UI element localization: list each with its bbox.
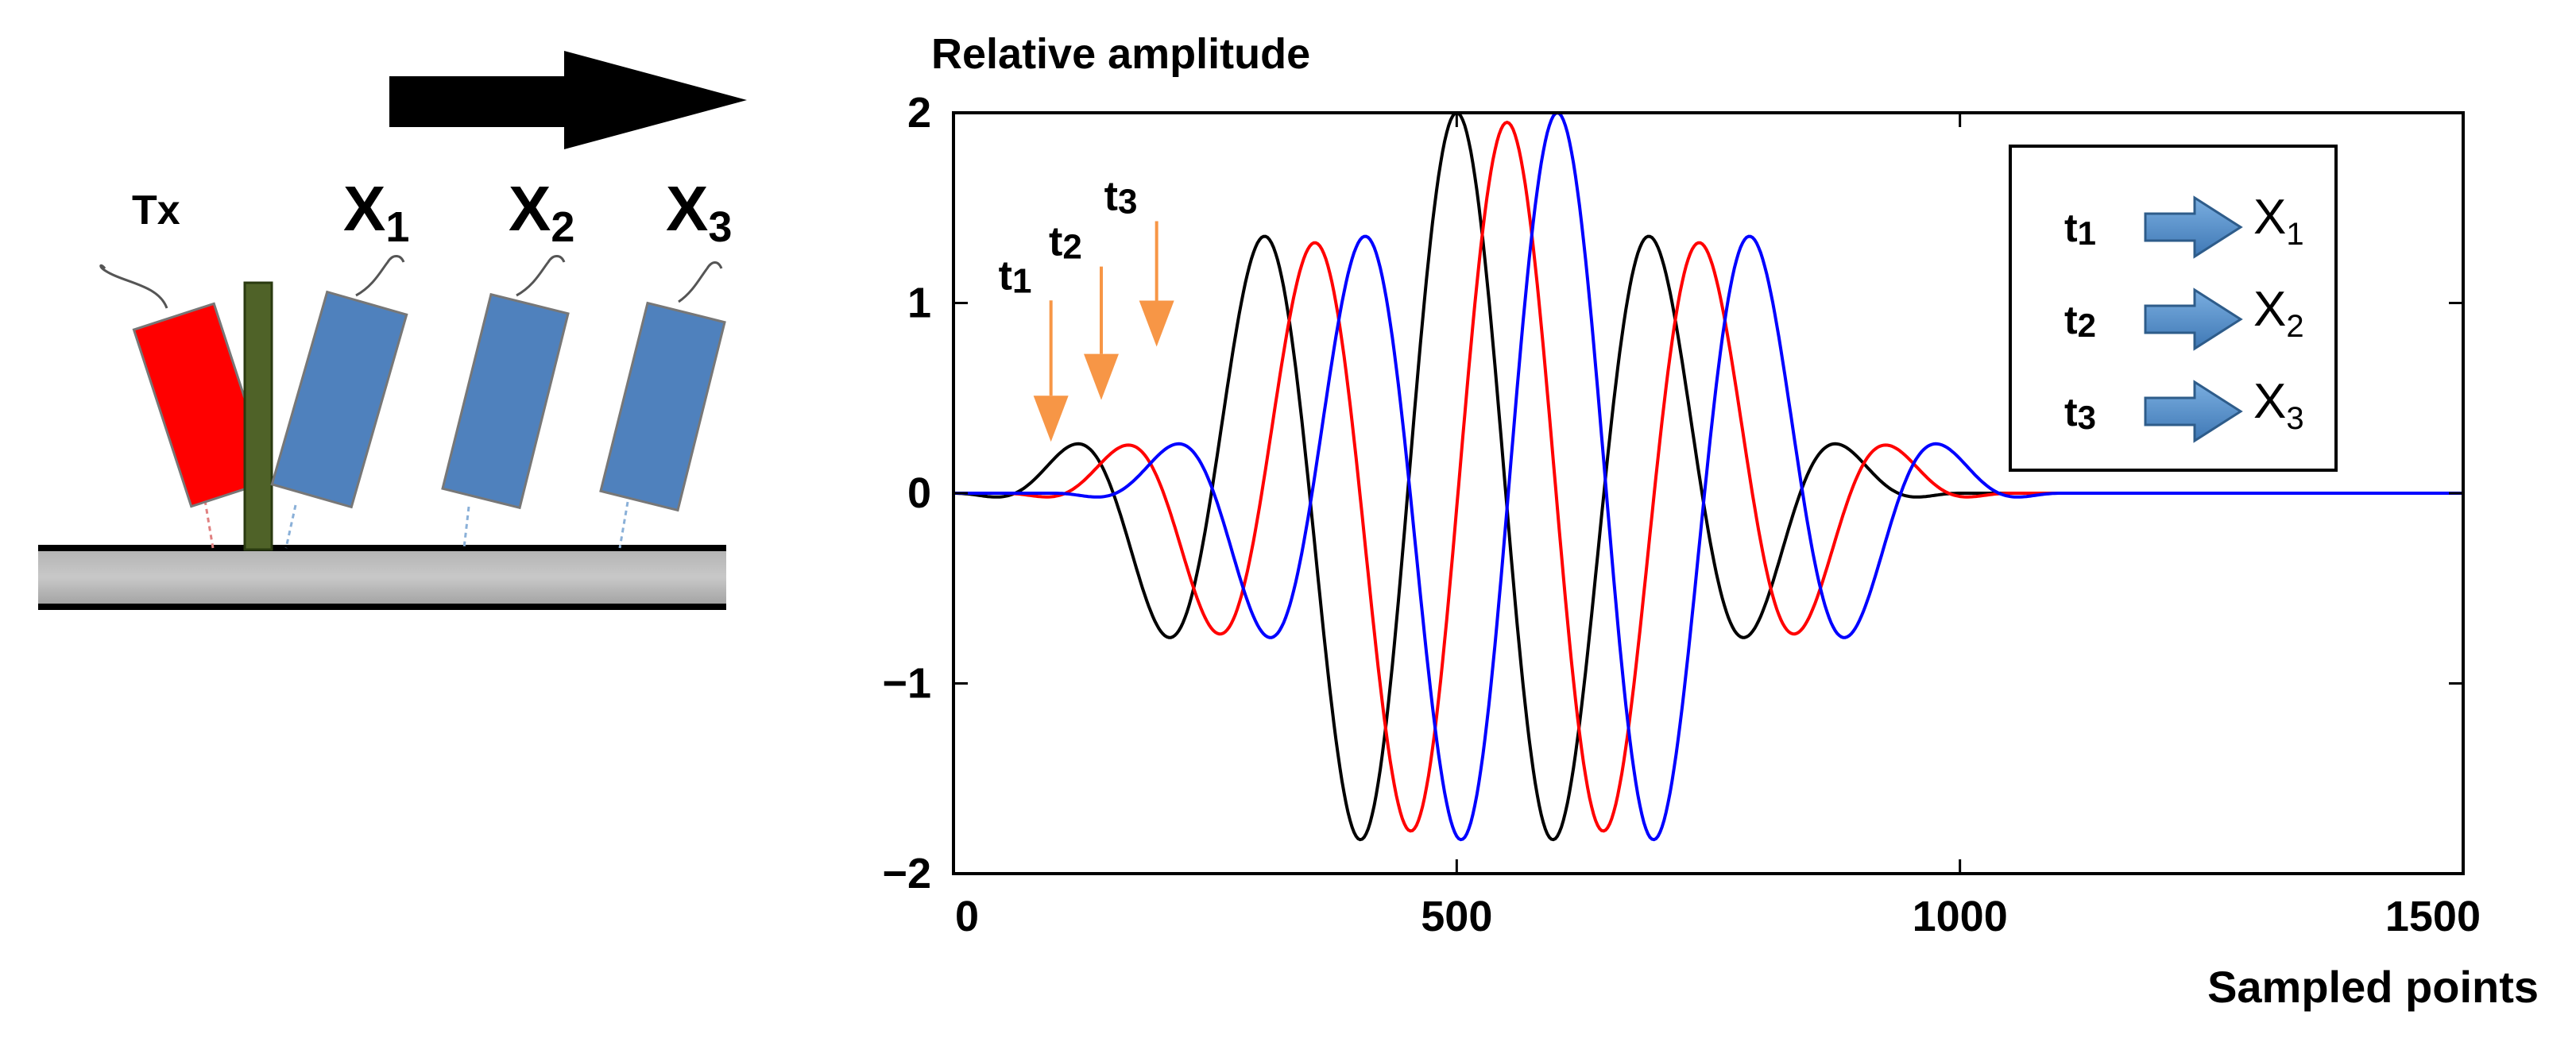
annotation-layer: t1 t2 t3 (999, 174, 1174, 442)
x-axis-title: Sampled points (2207, 962, 2539, 1012)
receiver-probe-2 (441, 292, 570, 510)
x-tick-label: 1500 (2385, 893, 2481, 940)
legend-entry: t3 X3 (2064, 374, 2304, 443)
legend: t1 X1 t2 X2 t3 X3 (2009, 145, 2338, 472)
receiver-label-1: X1 (343, 173, 409, 251)
direction-arrow (389, 51, 747, 149)
tx-label: Tx (132, 187, 180, 233)
legend-time-label: t3 (2064, 390, 2096, 436)
cable-wires (99, 255, 723, 309)
annotation-label: t2 (1049, 219, 1082, 267)
receiver-label-3: X3 (666, 173, 732, 251)
annotation-arrow-head (1139, 300, 1174, 347)
x-tick-label: 500 (1421, 893, 1492, 940)
waveform-chart: Relative amplitude 0 500 1000 1500 2 1 0 −1 −2 S… (882, 30, 2539, 1012)
legend-entry: t2 X2 (2064, 282, 2304, 351)
x-tick-label: 0 (955, 893, 979, 940)
divider-plate (243, 281, 273, 551)
beam-lines (203, 500, 629, 549)
legend-position-label: X2 (2253, 282, 2304, 344)
x-tick-label: 1000 (1913, 893, 2008, 940)
y-tick-label: −1 (882, 660, 931, 708)
y-axis-title: Relative amplitude (931, 30, 1310, 78)
plate (38, 545, 726, 610)
legend-arrow-icon (2144, 195, 2243, 259)
annotation-label: t3 (1104, 174, 1138, 222)
receiver-label-2: X2 (509, 173, 574, 251)
y-tick-label: −2 (882, 850, 931, 897)
transmitter-probe (132, 302, 273, 508)
y-tick-label: 0 (907, 469, 931, 517)
legend-rows: t1 X1 t2 X2 t3 X3 (2064, 190, 2304, 443)
y-tick-label: 2 (907, 89, 931, 137)
legend-arrow-icon (2144, 380, 2243, 443)
legend-position-label: X3 (2253, 374, 2304, 436)
receiver-probe-1 (270, 290, 408, 509)
legend-position-label: X1 (2253, 190, 2304, 252)
legend-time-label: t2 (2064, 298, 2096, 344)
annotation-label: t1 (999, 253, 1032, 300)
legend-time-label: t1 (2064, 206, 2096, 252)
series-line-3 (953, 110, 2463, 842)
legend-arrow-icon (2144, 288, 2243, 351)
legend-entry: t1 X1 (2064, 190, 2304, 259)
annotation-arrow-head (1033, 396, 1069, 442)
tick-layer: 0 500 1000 1500 2 1 0 −1 −2 (882, 89, 2481, 940)
annotation-arrow-head (1084, 353, 1119, 400)
y-tick-label: 1 (907, 280, 931, 327)
receiver-probe-3 (599, 301, 726, 512)
plot-layer (953, 110, 2463, 842)
transducer-diagram: Tx X1 X2 X3 (38, 51, 747, 610)
